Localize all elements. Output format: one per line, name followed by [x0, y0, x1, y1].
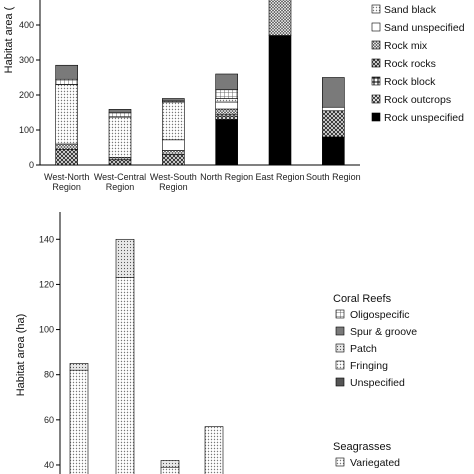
bar-segment — [215, 119, 238, 166]
y-tick-label: 100 — [19, 125, 34, 135]
bar-segment — [108, 159, 132, 166]
bar-segment-2 — [69, 369, 89, 474]
legend-label-2: Spur & groove — [350, 326, 417, 338]
bar-segment — [55, 143, 78, 150]
bar-segment-2 — [160, 466, 180, 474]
y-tick-label-2: 120 — [39, 279, 54, 289]
x-tick-label: East Region — [255, 172, 304, 182]
legend-label: Sand unspecified — [384, 22, 465, 34]
legend-label-2: Patch — [350, 343, 377, 355]
legend-label-2: Oligospecific — [350, 309, 410, 321]
y-tick-label: 200 — [19, 90, 34, 100]
x-tick-label: Region — [159, 182, 188, 192]
y-axis-title: Habitat area ( — [3, 6, 15, 73]
y-tick-label-2: 140 — [39, 234, 54, 244]
bar-segment — [215, 115, 238, 120]
bar-segment — [162, 139, 185, 151]
legend-label: Rock block — [384, 76, 436, 88]
legend-swatch-2 — [335, 360, 345, 370]
legend-swatch — [371, 112, 381, 122]
bar-segment — [162, 98, 185, 102]
bar-segment — [55, 78, 78, 85]
bar-segment — [108, 112, 132, 118]
legend-swatch — [371, 76, 381, 86]
y-tick-label-2: 40 — [44, 460, 54, 470]
legend-label-2: Variegated — [350, 457, 400, 469]
bar-segment — [55, 64, 78, 80]
x-tick-label: West-South — [150, 172, 197, 182]
bar-segment-2 — [115, 277, 135, 474]
legend-label: Rock rocks — [384, 58, 436, 70]
x-tick-label: Region — [106, 182, 135, 192]
bar-segment-2 — [204, 426, 224, 474]
legend-label: Rock unspecified — [384, 112, 464, 124]
bar-segment — [322, 136, 345, 166]
legend-label: Rock mix — [384, 40, 428, 52]
bar-segment-2 — [69, 363, 89, 371]
bar-segment — [108, 157, 132, 161]
legend-swatch — [371, 40, 381, 50]
bar-segment-2 — [160, 460, 180, 468]
legend-label-2: Unspecified — [350, 377, 405, 389]
legend-swatch — [371, 94, 381, 104]
legend-swatch — [371, 58, 381, 68]
bar-segment — [215, 89, 238, 99]
bar-segment — [215, 98, 238, 103]
legend-swatch-2 — [335, 326, 345, 336]
legend-label: Sand black — [384, 4, 437, 16]
y-tick-label: 0 — [29, 160, 34, 170]
legend-swatch-2 — [335, 377, 345, 387]
x-tick-label: South Region — [306, 172, 361, 182]
bar-segment — [162, 150, 185, 155]
bar-segment — [162, 101, 185, 141]
legend-swatch-2 — [335, 343, 345, 353]
y-axis-title-2: Habitat area (ha) — [15, 314, 27, 397]
bar-segment — [162, 154, 185, 166]
legend-label-2: Fringing — [350, 360, 388, 372]
legend-swatch — [371, 22, 381, 32]
y-tick-label-2: 60 — [44, 415, 54, 425]
bar-segment — [322, 110, 345, 138]
x-tick-label: North Region — [200, 172, 253, 182]
bar-segment-2 — [115, 238, 135, 278]
bar-segment — [322, 106, 345, 112]
x-tick-label: West-Central — [94, 172, 146, 182]
y-tick-label-2: 100 — [39, 325, 54, 335]
bar-segment — [215, 73, 238, 91]
legend-swatch — [371, 4, 381, 14]
y-tick-label-2: 80 — [44, 370, 54, 380]
bar-segment — [268, 35, 292, 166]
legend-label: Rock outcrops — [384, 94, 451, 106]
bar-segment — [268, 0, 292, 36]
legend-group-title: Coral Reefs — [333, 293, 392, 305]
bar-segment — [108, 109, 132, 114]
bar-segment — [215, 108, 238, 115]
bar-segment — [55, 84, 78, 145]
y-tick-label: 300 — [19, 55, 34, 65]
x-tick-label: West-North — [44, 172, 89, 182]
legend-group-title: Seagrasses — [333, 441, 392, 453]
bar-segment — [108, 116, 132, 158]
bar-segment — [322, 77, 345, 108]
x-tick-label: Region — [52, 182, 81, 192]
bar-segment — [55, 148, 78, 166]
y-tick-label: 400 — [19, 20, 34, 30]
legend-swatch-2 — [335, 457, 345, 467]
bar-segment — [215, 101, 238, 110]
legend-swatch-2 — [335, 309, 345, 319]
